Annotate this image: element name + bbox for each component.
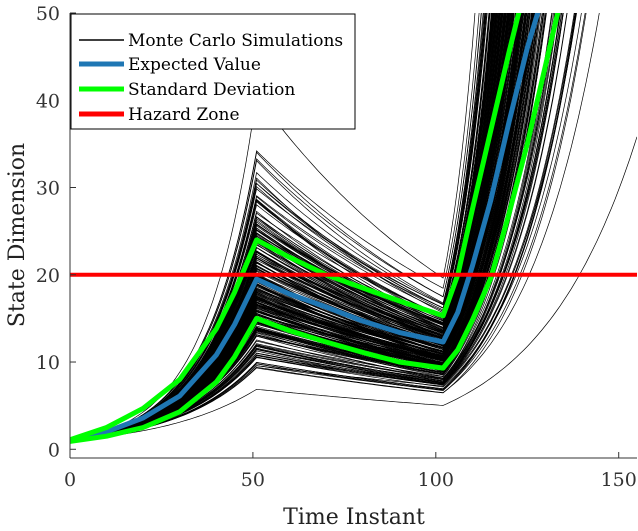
expected-value-line — [70, 13, 541, 443]
x-tick-label: 0 — [64, 469, 76, 491]
legend-label-hazard-zone: Hazard Zone — [128, 105, 240, 125]
legend-label-monte-carlo: Monte Carlo Simulations — [128, 31, 343, 51]
legend-entry-hazard-zone: Hazard Zone — [79, 105, 240, 125]
y-tick-label: 0 — [48, 439, 60, 461]
axes — [69, 13, 637, 459]
monte-carlo-trace — [70, 13, 513, 441]
legend-label-standard-deviation: Standard Deviation — [128, 80, 295, 100]
y-tick-label: 10 — [36, 352, 60, 374]
standard-deviation-line — [70, 13, 561, 444]
monte-carlo-trace — [70, 13, 527, 441]
y-tick-label: 50 — [36, 3, 60, 25]
x-tick-label: 100 — [418, 469, 454, 491]
legend-entry-expected-value: Expected Value — [79, 55, 261, 75]
monte-carlo-trace — [70, 136, 637, 441]
y-axis-label: State Dimension — [5, 143, 30, 327]
monte-carlo-trace — [70, 13, 529, 441]
x-ticks: 0 50 100 150 — [64, 452, 637, 491]
series-layer — [70, 13, 637, 444]
y-tick-label: 40 — [36, 90, 60, 112]
x-axis-label: Time Instant — [283, 505, 425, 530]
legend-label-expected-value: Expected Value — [128, 55, 261, 75]
y-ticks: 0 10 20 30 40 50 — [36, 3, 76, 461]
y-tick-label: 20 — [36, 265, 60, 287]
x-tick-label: 50 — [241, 469, 265, 491]
legend-box — [70, 13, 356, 130]
legend-entry-monte-carlo: Monte Carlo Simulations — [79, 31, 343, 51]
y-tick-label: 30 — [36, 178, 60, 200]
legend-entry-standard-deviation: Standard Deviation — [79, 80, 295, 100]
x-tick-label: 150 — [601, 469, 637, 491]
monte-carlo-trace — [70, 13, 519, 441]
legend: Monte Carlo Simulations Expected Value S… — [70, 13, 356, 130]
